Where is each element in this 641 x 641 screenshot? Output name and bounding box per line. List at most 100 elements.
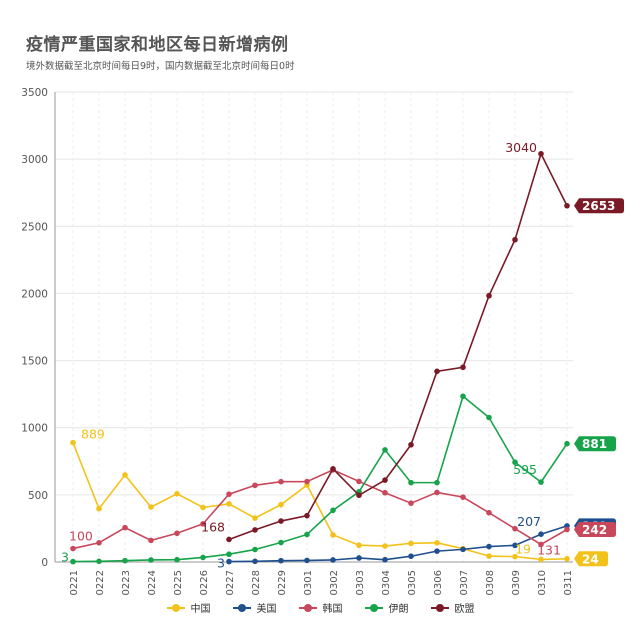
legend-swatch	[166, 603, 185, 613]
y-tick-label: 2000	[21, 288, 48, 300]
y-tick-label: 3000	[21, 154, 48, 166]
legend-label: 韩国	[322, 604, 343, 615]
legend-swatch	[364, 603, 383, 613]
y-tick-label: 1000	[21, 423, 48, 435]
legend-label: 伊朗	[388, 604, 409, 615]
data-point-伊朗	[486, 414, 492, 421]
data-point-伊朗	[252, 546, 258, 553]
chart-subtitle: 境外数据截至北京时间每日9时，国内数据截至北京时间每日0时	[26, 61, 295, 72]
data-point-美国	[512, 542, 518, 549]
data-point-欧盟	[564, 202, 570, 209]
legend-item[interactable]: 伊朗	[364, 600, 409, 615]
x-tick-label: 0309	[511, 570, 522, 595]
data-point-韩国	[174, 530, 180, 537]
data-point-伊朗	[434, 479, 440, 486]
data-point-伊朗	[148, 557, 154, 563]
data-point-伊朗	[564, 440, 570, 447]
value-annotation: 131	[537, 542, 561, 557]
x-tick-label: 0303	[355, 570, 366, 595]
data-point-美国	[356, 555, 362, 561]
data-point-伊朗	[460, 393, 466, 400]
data-point-韩国	[122, 524, 128, 531]
y-tick-label: 500	[28, 490, 48, 502]
end-label-tag	[574, 436, 616, 452]
x-tick-label: 0229	[277, 570, 288, 595]
x-tick-label: 0223	[121, 570, 132, 595]
data-point-美国	[460, 546, 466, 553]
x-tick-label: 0301	[303, 570, 314, 595]
series-line-美国	[228, 525, 568, 563]
series-line-欧盟	[228, 151, 568, 541]
data-point-中国	[408, 540, 414, 547]
legend-swatch	[430, 603, 449, 613]
data-point-美国	[252, 558, 258, 565]
data-point-韩国	[564, 526, 570, 533]
x-tick-label: 0227	[225, 570, 236, 595]
data-point-中国	[96, 505, 102, 512]
data-point-美国	[278, 557, 284, 564]
end-label-value: 24	[582, 552, 599, 566]
x-tick-label: 0225	[173, 570, 184, 595]
x-tick-label: 0222	[95, 570, 106, 595]
value-annotation: 3	[217, 556, 225, 571]
value-annotation: 3040	[505, 140, 537, 155]
data-point-美国	[408, 553, 414, 560]
y-tick-label: 2500	[21, 221, 48, 233]
chart-title: 疫情严重国家和地区每日新增病例	[26, 35, 289, 55]
end-label-value: 2653	[582, 199, 615, 213]
x-tick-label: 0228	[251, 570, 262, 595]
data-point-欧盟	[408, 441, 414, 448]
value-annotation: 595	[513, 462, 537, 477]
data-point-伊朗	[330, 507, 336, 514]
data-point-欧盟	[278, 518, 284, 524]
data-point-中国	[226, 501, 232, 507]
data-point-中国	[564, 555, 570, 562]
series-line-韩国	[72, 469, 568, 550]
end-label-value: 881	[582, 437, 607, 451]
data-point-欧盟	[538, 150, 544, 157]
data-point-中国	[252, 515, 258, 521]
data-point-中国	[200, 504, 206, 511]
value-annotation: 19	[515, 541, 531, 556]
x-tick-label: 0224	[147, 570, 158, 595]
legend-item[interactable]: 中国	[166, 600, 211, 615]
data-point-伊朗	[538, 479, 544, 485]
data-point-中国	[174, 490, 180, 497]
legend-item[interactable]: 欧盟	[430, 600, 475, 615]
x-tick-label: 0305	[407, 570, 418, 595]
data-point-美国	[304, 557, 310, 564]
data-point-韩国	[356, 478, 362, 485]
x-tick-label: 0307	[459, 570, 470, 595]
data-point-韩国	[408, 500, 414, 506]
legend-label: 欧盟	[454, 604, 475, 615]
data-point-伊朗	[122, 557, 128, 564]
data-point-欧盟	[356, 492, 362, 499]
data-point-中国	[356, 542, 362, 549]
x-tick-label: 0304	[381, 570, 392, 595]
value-annotation: 3	[61, 550, 69, 565]
legend-item[interactable]: 美国	[232, 600, 277, 615]
data-point-伊朗	[96, 558, 102, 565]
data-point-韩国	[252, 482, 258, 489]
data-point-美国	[486, 543, 492, 550]
data-point-欧盟	[330, 466, 336, 472]
data-point-中国	[330, 532, 336, 538]
x-tick-label: 0308	[485, 570, 496, 595]
data-point-中国	[122, 472, 128, 478]
data-point-中国	[538, 556, 544, 563]
data-point-欧盟	[226, 536, 232, 543]
legend-item[interactable]: 韩国	[298, 600, 343, 615]
data-point-美国	[226, 558, 232, 565]
series-line-伊朗	[72, 394, 568, 563]
data-point-美国	[538, 531, 544, 538]
data-point-韩国	[278, 478, 284, 485]
value-annotation: 100	[69, 529, 93, 544]
x-tick-label: 0306	[433, 570, 444, 595]
data-point-伊朗	[304, 531, 310, 538]
data-point-中国	[70, 439, 76, 446]
end-label-tag	[574, 551, 608, 567]
data-point-中国	[148, 504, 154, 510]
data-point-欧盟	[252, 527, 258, 533]
y-tick-label: 1500	[21, 356, 48, 368]
